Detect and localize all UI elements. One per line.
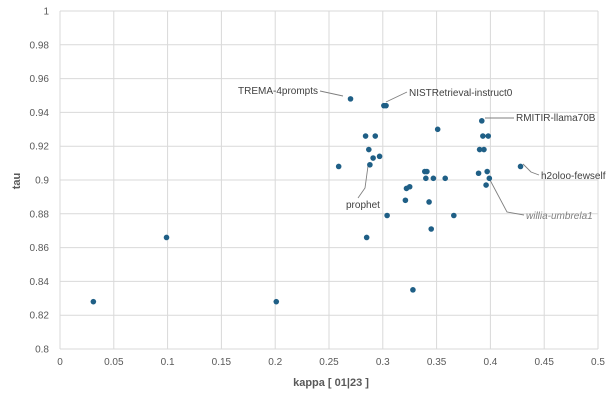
x-tick-label: 0.25: [319, 357, 339, 368]
y-tick-label: 0.98: [30, 40, 50, 51]
data-point: [424, 168, 430, 175]
y-tick-label: 0.9: [35, 176, 49, 187]
data-point: [363, 234, 370, 241]
x-tick-label: 0.15: [212, 357, 232, 368]
data-point: [426, 199, 432, 205]
x-tick-label: 0.45: [534, 357, 554, 368]
data-point: [451, 212, 457, 219]
data-point: [476, 146, 483, 153]
y-tick-label: 0.84: [30, 277, 50, 288]
y-tick-label: 0.96: [30, 74, 50, 85]
x-axis-title: kappa [ 01|23 ]: [293, 377, 369, 389]
y-axis-title: tau: [11, 173, 23, 190]
data-point: [475, 170, 482, 177]
y-tick-label: 1: [43, 7, 49, 18]
data-point: [383, 102, 389, 109]
annotation-label: NISTRetrieval-instruct0: [409, 88, 513, 99]
x-tick-label: 0.35: [427, 357, 447, 368]
data-point: [428, 226, 435, 232]
data-point: [480, 133, 486, 139]
data-point: [423, 175, 429, 182]
data-point: [410, 287, 416, 293]
data-point: [370, 155, 376, 161]
annotation-leader-line: [522, 163, 540, 176]
x-tick-label: 0.3: [376, 357, 390, 368]
annotation-label: h2oloo-fewself: [541, 171, 606, 182]
x-tick-label: 0.1: [161, 357, 175, 368]
data-point: [366, 146, 372, 153]
x-tick-label: 0.05: [104, 357, 124, 368]
annotation-leader-line: [357, 165, 369, 199]
y-tick-label: 0.86: [30, 243, 50, 254]
annotation-label: willia-umbrela1: [526, 211, 593, 222]
data-point: [481, 146, 487, 153]
x-tick-label: 0.2: [268, 357, 282, 368]
x-tick-label: 0.5: [591, 357, 605, 368]
data-point: [90, 298, 97, 305]
data-point: [163, 234, 170, 241]
data-point: [484, 168, 490, 175]
annotation-leader-line: [385, 91, 408, 103]
data-point: [406, 183, 413, 190]
y-tick-label: 0.94: [30, 108, 50, 119]
data-point: [376, 153, 383, 160]
data-point: [517, 163, 524, 170]
gridlines: [59, 10, 599, 350]
annotation-leader-lines: [319, 90, 540, 216]
data-point: [367, 161, 373, 168]
data-point: [362, 133, 369, 139]
annotation-label: TREMA-4prompts: [238, 86, 318, 97]
data-point: [372, 133, 379, 139]
x-tick-label: 0: [57, 357, 63, 368]
data-point: [486, 175, 493, 182]
x-tick-label: 0.4: [483, 357, 497, 368]
annotation-leader-line: [489, 179, 525, 216]
data-points: [90, 96, 524, 305]
annotation-label: prophet: [346, 200, 380, 211]
x-tick-labels: 0 0.05 0.1 0.15 0.2 0.25 0.3 0.35 0.4 0.45 0.5: [57, 357, 605, 368]
y-tick-label: 0.92: [30, 142, 50, 153]
y-tick-label: 0.8: [35, 345, 49, 356]
data-point: [478, 118, 485, 124]
data-point: [335, 163, 342, 170]
y-tick-label: 0.82: [30, 311, 50, 322]
annotation-label: RMITIR-llama70B: [516, 113, 596, 124]
y-tick-label: 0.88: [30, 209, 50, 220]
data-point: [485, 133, 492, 139]
data-point: [442, 175, 449, 182]
y-tick-labels: 0.8 0.82 0.84 0.86 0.88 0.9 0.92 0.94 0.96 0.98 1: [30, 7, 50, 356]
data-point: [434, 126, 441, 133]
data-point: [430, 175, 437, 182]
data-point: [402, 197, 409, 204]
data-point: [384, 212, 390, 219]
data-point: [347, 96, 354, 102]
annotation-leader-line: [319, 90, 344, 97]
data-point: [483, 182, 489, 188]
data-point: [273, 298, 280, 305]
annotation-labels: TREMA-4prompts NISTRetrieval-instruct0 RMI…: [238, 86, 606, 222]
